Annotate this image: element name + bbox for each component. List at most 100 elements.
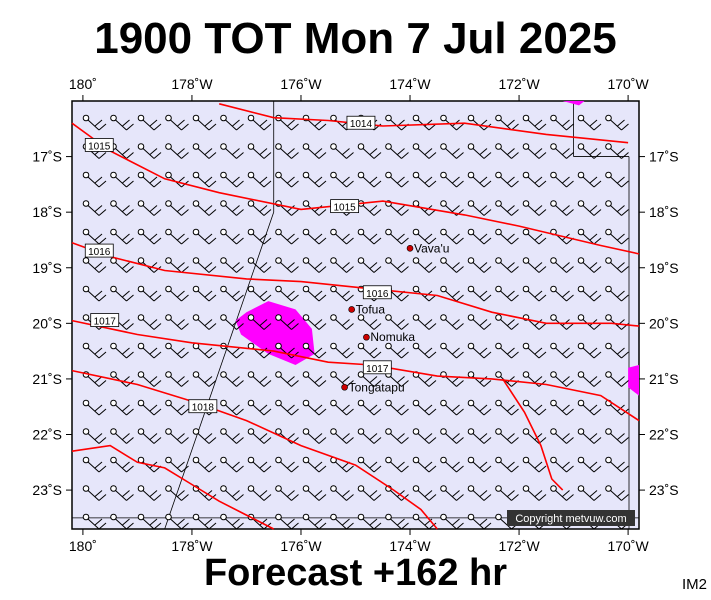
barb-station (247, 456, 255, 464)
barb-flag (98, 237, 107, 245)
barb-station (550, 314, 557, 321)
barb-staff (280, 319, 292, 330)
barb-flag (507, 233, 515, 241)
barb-staff (390, 461, 402, 473)
barb-station (412, 399, 420, 407)
barb-station (137, 114, 145, 122)
barb-staff (445, 461, 457, 473)
barb-station (82, 513, 90, 521)
barb-flag (287, 490, 295, 497)
barb-flag (181, 266, 189, 273)
axis-labels: 180˚ 180˚ 178˚W 178˚W 176˚W 176˚W 174˚W 174˚W 17… (32, 76, 678, 554)
barb-flag (621, 494, 629, 501)
wind-barb (550, 200, 574, 216)
barb-flag (98, 522, 107, 530)
barb-station (220, 371, 227, 378)
barb-staff (170, 490, 182, 501)
barb-flag (98, 294, 107, 302)
barb-station (247, 200, 255, 207)
barb-flag (562, 404, 570, 412)
barb-station (522, 342, 530, 350)
barb-flag (318, 437, 327, 444)
isobar-line (71, 241, 640, 327)
barb-flag (428, 380, 437, 387)
barb-flag (428, 465, 437, 473)
barb-flag (479, 518, 488, 526)
barb-station (192, 428, 200, 435)
barb-flag (424, 518, 433, 526)
barb-station (82, 428, 90, 435)
barb-flag (236, 351, 244, 359)
barb-staff (417, 404, 430, 416)
barb-staff (225, 376, 237, 387)
barb-station (275, 428, 282, 435)
barb-flag (428, 237, 437, 245)
barb-staff (527, 119, 540, 131)
barb-staff (610, 148, 622, 159)
barb-staff (335, 233, 347, 245)
isobar-label-box (346, 115, 376, 130)
barb-flag (617, 433, 625, 440)
barb-flag (511, 152, 519, 159)
barb-station (577, 285, 585, 293)
wind-barb (82, 399, 107, 416)
barb-flag (263, 209, 272, 216)
barb-flag (617, 176, 625, 184)
barb-station (110, 513, 117, 521)
isobar-line (71, 444, 275, 530)
isobar-label: 1016 (366, 289, 389, 300)
barb-flag (534, 119, 543, 127)
isobar-line (502, 378, 564, 491)
barb-flag (562, 176, 570, 184)
barb-flag (479, 490, 488, 497)
barb-station (302, 371, 310, 378)
barb-station (220, 200, 227, 207)
barb-staff (170, 404, 182, 416)
barb-station (165, 257, 172, 264)
barb-flag (291, 494, 299, 501)
wind-barb (467, 228, 492, 245)
wind-barb (137, 371, 162, 387)
barb-station (165, 456, 172, 464)
barb-staff (555, 347, 567, 359)
wind-barb (522, 171, 547, 188)
barb-station (192, 456, 200, 464)
barb-staff (225, 176, 237, 188)
barb-flag (318, 380, 327, 387)
wind-barb (330, 456, 354, 473)
wind-barb (275, 285, 299, 302)
barb-staff (610, 376, 622, 387)
barb-flag (534, 490, 543, 497)
barb-flag (122, 290, 130, 298)
wind-barb (192, 143, 217, 159)
barb-flag (538, 180, 547, 188)
barb-flag (263, 408, 272, 416)
barb-staff (582, 490, 595, 501)
barb-staff (87, 433, 100, 444)
barb-station (605, 200, 612, 207)
barb-staff (500, 290, 512, 302)
wind-barb (522, 143, 547, 159)
barb-staff (225, 433, 237, 444)
wind-barb (330, 314, 354, 330)
barb-flag (153, 180, 162, 188)
barb-staff (390, 290, 402, 302)
barb-flag (452, 490, 460, 497)
barb-flag (208, 465, 217, 473)
barb-flag (149, 233, 158, 241)
barb-flag (149, 119, 158, 127)
wind-barb (412, 513, 437, 530)
barb-staff (527, 319, 540, 330)
barb-staff (87, 262, 100, 273)
barb-flag (621, 351, 629, 359)
barb-flag (287, 233, 295, 241)
barb-staff (527, 376, 540, 387)
barb-flag (287, 148, 295, 155)
barb-flag (94, 518, 103, 526)
barb-staff (610, 119, 622, 131)
barb-station (522, 171, 530, 179)
barb-staff (582, 119, 595, 131)
barb-flag (126, 351, 134, 359)
barb-flag (122, 404, 130, 412)
barb-station (110, 285, 117, 293)
